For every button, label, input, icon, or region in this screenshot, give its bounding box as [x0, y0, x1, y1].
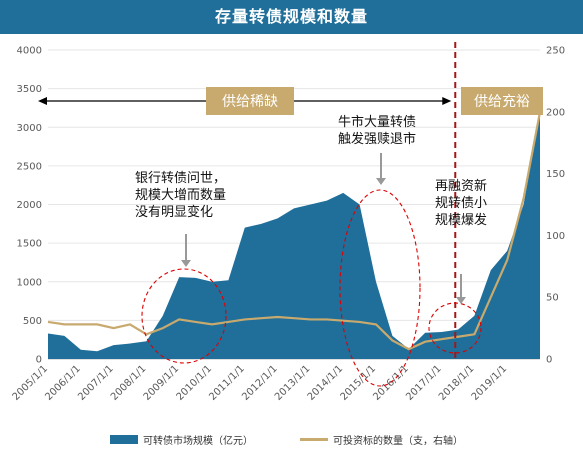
- legend-label-count: 可投资标的数量（支，右轴）: [333, 436, 463, 447]
- left-axis-tick-label: 2000: [17, 200, 42, 211]
- left-axis-tick-label: 3500: [17, 84, 42, 95]
- chart-svg: 0 500 1000 1500 2000 2500 3000 3500 4000 0 50 100 1…: [11, 42, 565, 403]
- legend-item-scale: 可转债市场规模（亿元）: [110, 432, 253, 447]
- legend-item-count: 可投资标的数量（支，右轴）: [300, 432, 463, 447]
- left-axis-tick-label: 500: [23, 316, 42, 327]
- phase-label-scarce: 供给稀缺: [222, 94, 278, 110]
- right-axis-tick-label: 50: [546, 293, 559, 304]
- highlight-ellipse-bank: [141, 268, 227, 364]
- left-axis-tick-label: 4000: [17, 46, 42, 57]
- left-axis-tick-label: 0: [36, 355, 42, 366]
- left-axis-tick-label: 2500: [17, 161, 42, 172]
- phase-label-ample: 供给充裕: [474, 94, 530, 110]
- annotation-text-line: 规模大增而数量: [135, 188, 226, 203]
- annotation-text-line: 触发强赎退市: [338, 131, 416, 147]
- phase-box-ample: [461, 87, 543, 115]
- phase-arrow-head-left: [38, 97, 47, 105]
- legend-label-scale: 可转债市场规模（亿元）: [143, 436, 253, 447]
- chart-title: 存量转债规模和数量: [0, 0, 583, 34]
- annotation-text-line: 规转债小: [435, 196, 487, 211]
- annotation-text-line: 没有明显变化: [135, 204, 213, 220]
- series-scale-area: [48, 111, 540, 359]
- highlight-ellipse-bull: [339, 189, 421, 387]
- right-axis-tick-label: 250: [546, 46, 565, 57]
- annotation-text-line: 银行转债问世，: [135, 171, 226, 186]
- right-axis-tick-label: 0: [546, 355, 552, 366]
- series-count-line: [47, 111, 542, 351]
- left-axis-tick-label: 1000: [17, 277, 42, 288]
- left-axis-tick-label: 3000: [17, 123, 42, 134]
- annotation-text-line: 牛市大量转债: [338, 114, 416, 130]
- phase-box-scarce: [206, 87, 294, 115]
- left-axis-tick-label: 1500: [17, 239, 42, 250]
- x-axis-tick-label: 2019/1/1: [470, 363, 510, 403]
- annotation-text-line: 规模爆发: [435, 212, 487, 228]
- right-axis-tick-label: 100: [546, 231, 565, 242]
- annotation-arrow-bull-head: [376, 178, 386, 185]
- legend-swatch-area: [110, 435, 138, 444]
- annotation-arrow-refinance-head: [456, 297, 466, 304]
- annotation-arrow-bank-head: [181, 260, 191, 267]
- legend: 可转债市场规模（亿元） 可投资标的数量（支，右轴）: [0, 423, 583, 453]
- legend-swatch-line: [300, 438, 328, 441]
- annotation-text-line: 再融资新: [435, 178, 487, 194]
- highlight-ellipse-refinance: [428, 302, 482, 354]
- phase-arrow-head-right: [442, 97, 452, 105]
- right-axis-tick-label: 150: [546, 169, 565, 180]
- right-axis-tick-label: 200: [546, 107, 565, 118]
